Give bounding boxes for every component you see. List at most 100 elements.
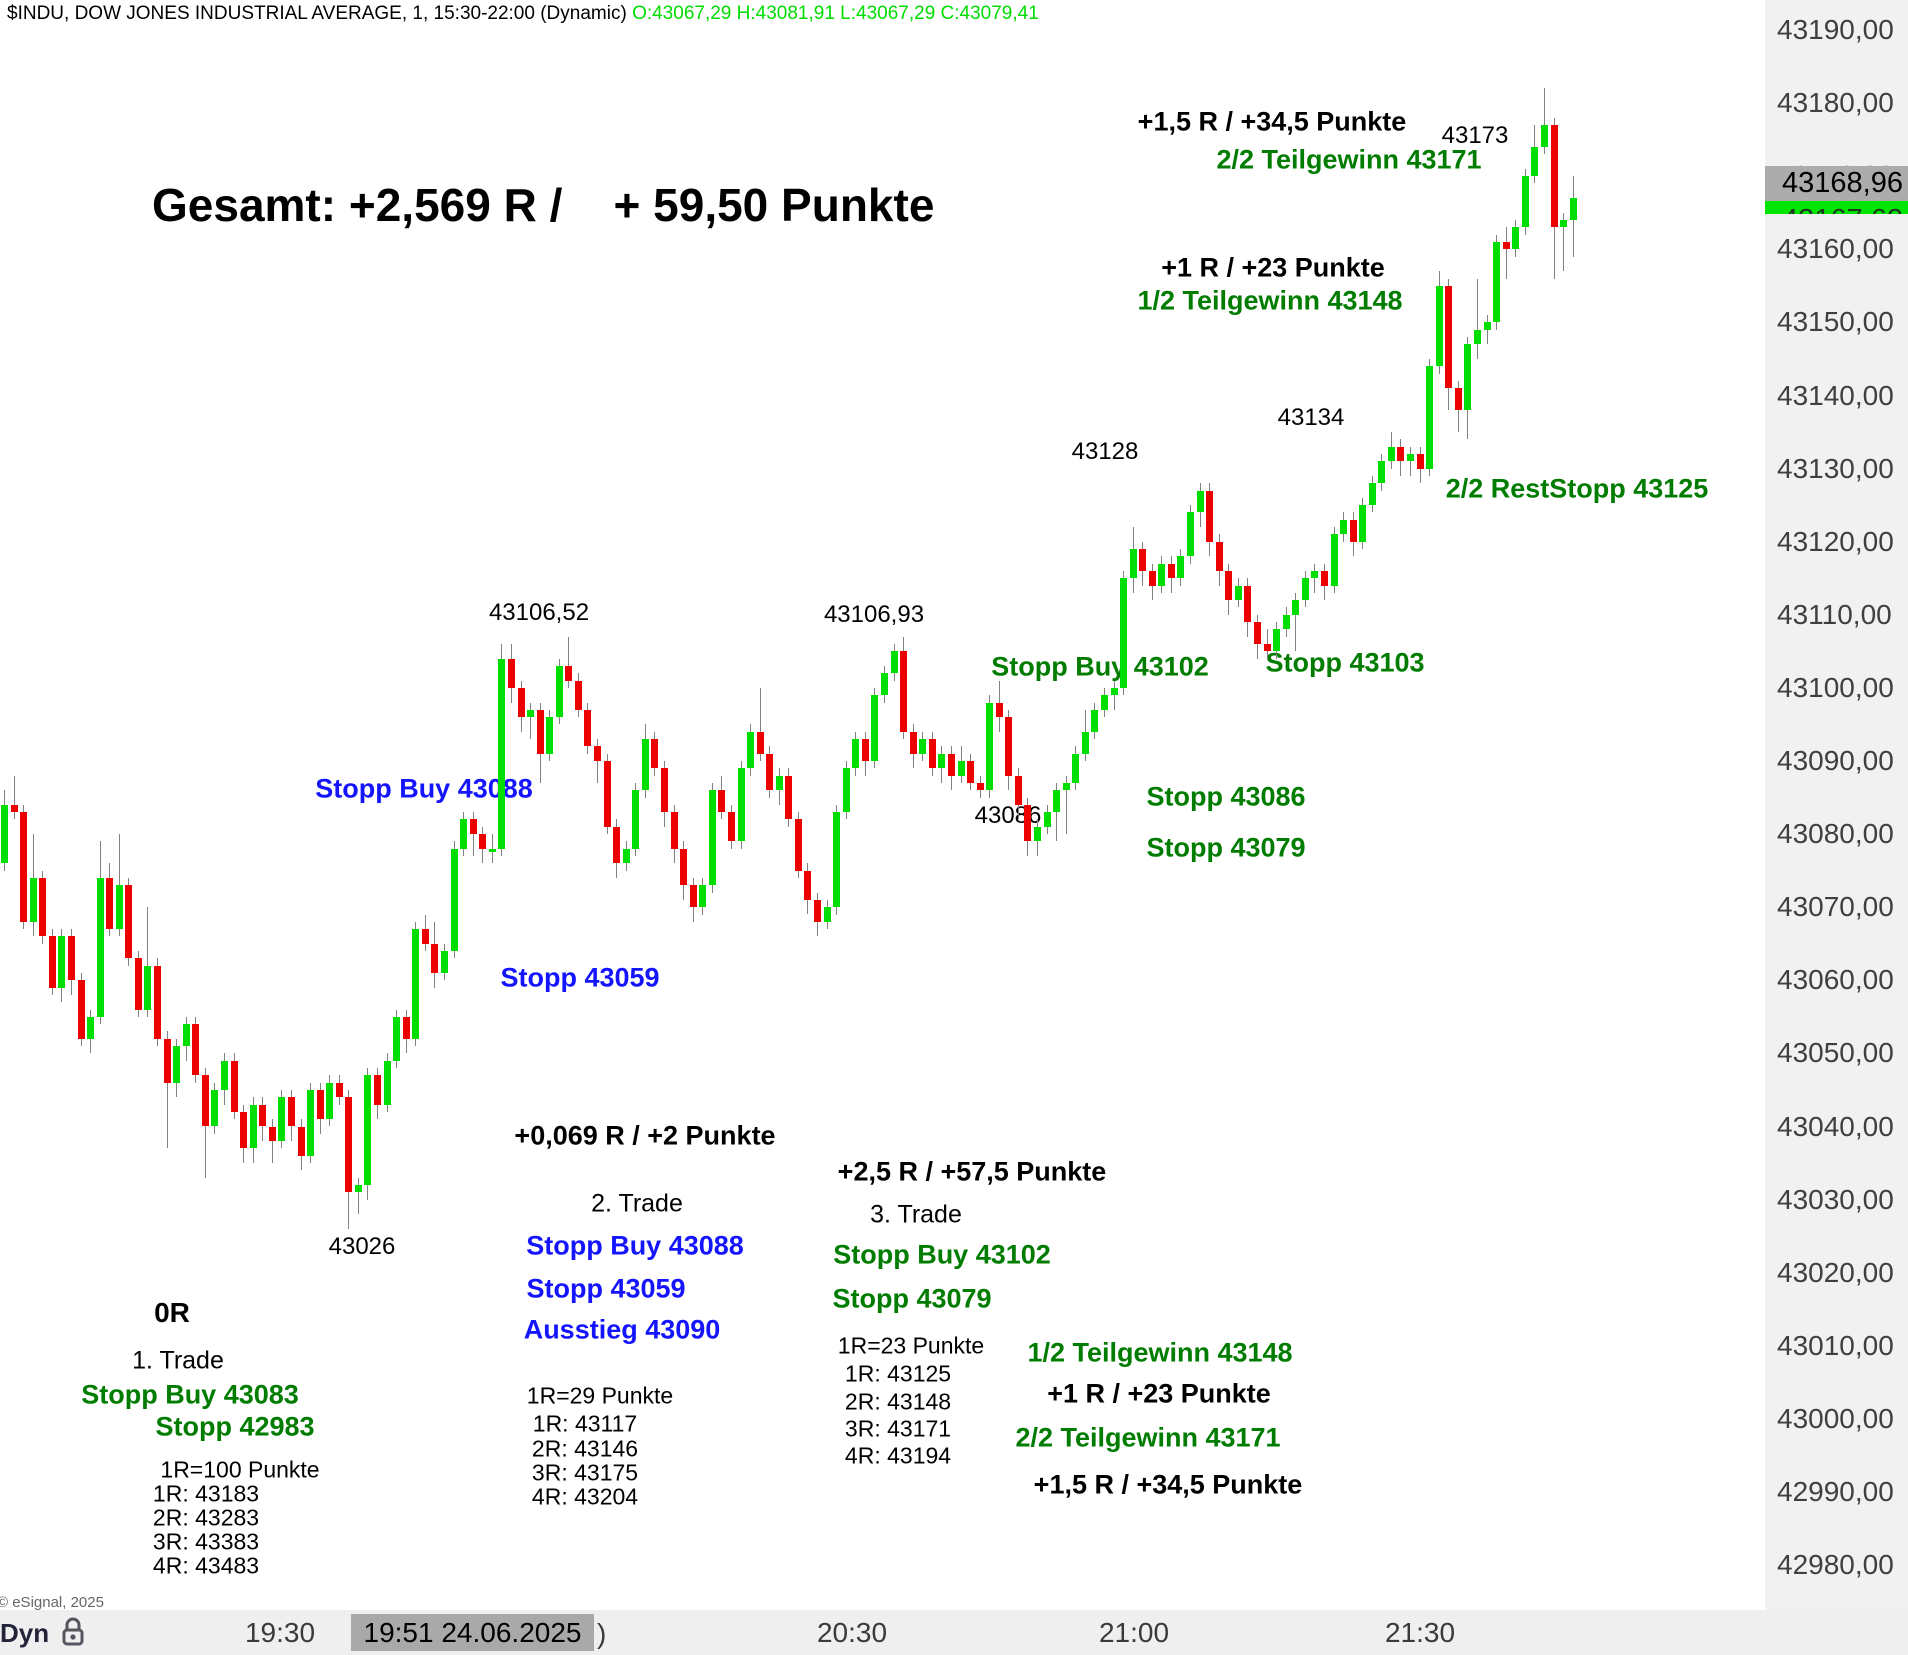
candle xyxy=(326,1082,334,1120)
annotation-4r-43194: 4R: 43194 xyxy=(844,1442,952,1469)
annotation-43106-93: 43106,93 xyxy=(823,601,925,628)
candle xyxy=(1292,600,1300,615)
candle xyxy=(77,980,85,1039)
candle xyxy=(1540,125,1548,147)
candle-wick xyxy=(1505,227,1507,279)
candle xyxy=(173,1046,181,1083)
candle xyxy=(880,673,888,696)
candle xyxy=(1320,570,1328,586)
price-axis[interactable]: 43190,0043180,0043170,0043160,0043150,00… xyxy=(1765,0,1908,1610)
candle xyxy=(1454,388,1462,411)
candle xyxy=(1435,285,1443,367)
candle xyxy=(316,1089,324,1120)
clipped-price-value: 43167,62 xyxy=(1782,204,1903,214)
candle xyxy=(1139,549,1147,571)
annotation-2-2-reststopp-43125: 2/2 RestStopp 43125 xyxy=(1445,473,1709,504)
candle xyxy=(1234,585,1242,601)
candle xyxy=(335,1082,343,1098)
price-tick: 43190,00 xyxy=(1777,14,1894,45)
candle-wick xyxy=(759,687,761,761)
candle xyxy=(1081,731,1089,754)
candle xyxy=(134,958,142,1010)
padlock-icon[interactable] xyxy=(60,1616,86,1653)
chart-header: $INDU, DOW JONES INDUSTRIAL AVERAGE, 1, … xyxy=(7,3,1039,25)
annotation-1r-43183: 1R: 43183 xyxy=(152,1480,260,1507)
candle xyxy=(431,943,439,973)
candle xyxy=(240,1111,248,1149)
candle xyxy=(287,1097,295,1127)
candle xyxy=(1560,220,1568,228)
candle xyxy=(890,651,898,674)
candle xyxy=(660,768,668,813)
candle xyxy=(1407,453,1415,462)
candle xyxy=(651,739,659,769)
candle xyxy=(1416,453,1424,469)
candle xyxy=(680,848,688,886)
candle-wick xyxy=(271,1119,273,1164)
candle xyxy=(87,1016,95,1039)
candle xyxy=(938,753,946,769)
price-tick: 43010,00 xyxy=(1777,1329,1894,1361)
candle xyxy=(29,877,37,922)
candle xyxy=(268,1126,276,1142)
candle xyxy=(766,753,774,791)
candle xyxy=(201,1075,209,1127)
candle xyxy=(833,812,841,908)
candle xyxy=(1483,322,1491,330)
candle xyxy=(995,702,1003,718)
candle xyxy=(479,834,487,849)
candle xyxy=(10,804,18,813)
candle-wick xyxy=(1543,88,1545,155)
annotation-1r-43125: 1R: 43125 xyxy=(844,1360,952,1387)
time-tick: 21:00 xyxy=(1098,1617,1170,1648)
price-tick: 43080,00 xyxy=(1777,818,1894,850)
candle xyxy=(1,804,8,864)
chart-plot-area[interactable]: $INDU, DOW JONES INDUSTRIAL AVERAGE, 1, … xyxy=(0,0,1765,1611)
price-tick: 43120,00 xyxy=(1777,525,1894,557)
candle-wick xyxy=(1295,592,1297,652)
candle xyxy=(1206,490,1214,542)
candle xyxy=(1301,578,1309,601)
candle xyxy=(220,1060,228,1090)
candle xyxy=(1273,629,1281,652)
candle xyxy=(1100,695,1108,710)
price-tick: 43180,00 xyxy=(1777,87,1894,119)
candle xyxy=(756,731,764,754)
annotation-1-2-teilgewinn-43148: 1/2 Teilgewinn 43148 xyxy=(1027,1337,1293,1368)
candle xyxy=(144,965,152,1010)
candle xyxy=(622,848,630,864)
candle xyxy=(1512,227,1520,250)
candle xyxy=(278,1097,286,1142)
candle xyxy=(96,877,104,1017)
candle xyxy=(565,665,573,681)
dyn-scale-button[interactable]: Dyn xyxy=(0,1618,50,1648)
candle xyxy=(1550,125,1558,228)
copyright-text: © eSignal, 2025 xyxy=(0,1594,104,1611)
candle xyxy=(804,870,812,900)
annotation-stopp-42983: Stopp 42983 xyxy=(155,1411,315,1442)
annotation-stopp-buy-43102: Stopp Buy 43102 xyxy=(991,651,1209,682)
time-axis[interactable]: Dyn 19:30 20:30 21:00 21:30 19:51 24.06.202… xyxy=(0,1610,1908,1655)
annotation-2r-43283: 2R: 43283 xyxy=(152,1504,260,1531)
candle xyxy=(154,965,162,1039)
candle xyxy=(967,761,975,783)
candle xyxy=(58,936,66,988)
candle xyxy=(1263,644,1271,652)
time-tick: 19:30 xyxy=(244,1617,316,1648)
candle xyxy=(718,790,726,813)
candle xyxy=(546,717,554,754)
candle xyxy=(1311,570,1319,579)
annotation-stopp-43103: Stopp 43103 xyxy=(1265,647,1425,678)
annotation-stopp-buy-43083: Stopp Buy 43083 xyxy=(81,1379,299,1410)
candle xyxy=(1110,687,1118,696)
candle-wick xyxy=(357,1177,359,1215)
candle xyxy=(440,951,448,973)
candle xyxy=(402,1016,410,1039)
candle xyxy=(1254,622,1261,645)
candle-wick xyxy=(530,702,532,740)
annotation-3r-43383: 3R: 43383 xyxy=(152,1528,260,1555)
candle xyxy=(1005,717,1013,776)
candle xyxy=(507,658,515,688)
annotation-1-r-23-punkte: +1 R / +23 Punkte xyxy=(1047,1378,1271,1409)
candle xyxy=(297,1126,305,1156)
